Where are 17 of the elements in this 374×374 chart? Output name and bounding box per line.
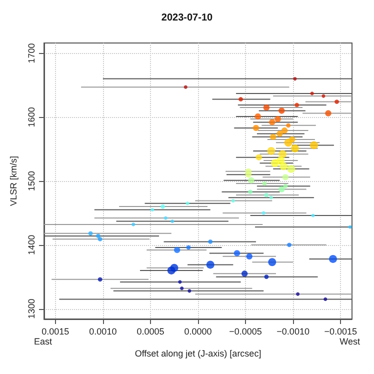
- text: East: [34, 336, 53, 346]
- y-tick-label: 1400: [26, 234, 36, 255]
- x-tick-label: −0.0005: [229, 326, 262, 336]
- y-tick-label: 1700: [26, 43, 36, 64]
- y-tick-label: 1600: [26, 107, 36, 128]
- text: West: [340, 336, 360, 346]
- chart-title: 2023-07-10: [161, 12, 214, 24]
- y-tick-label: 1300: [26, 298, 36, 319]
- y-axis-title: VLSR [km/s]: [8, 156, 18, 206]
- x-tick-label: 0.0010: [89, 326, 117, 336]
- x-axis-title: Offset along jet (J-axis) [arcsec]: [134, 348, 262, 358]
- x-tick-label: −0.0010: [276, 326, 310, 336]
- x-tick-label: 0.0005: [136, 326, 164, 336]
- x-tick-label: 0.0000: [184, 326, 212, 336]
- y-tick-label: 1500: [26, 170, 36, 192]
- x-tick-label: 0.0015: [42, 326, 70, 336]
- x-tick-label: −0.0015: [324, 326, 357, 336]
